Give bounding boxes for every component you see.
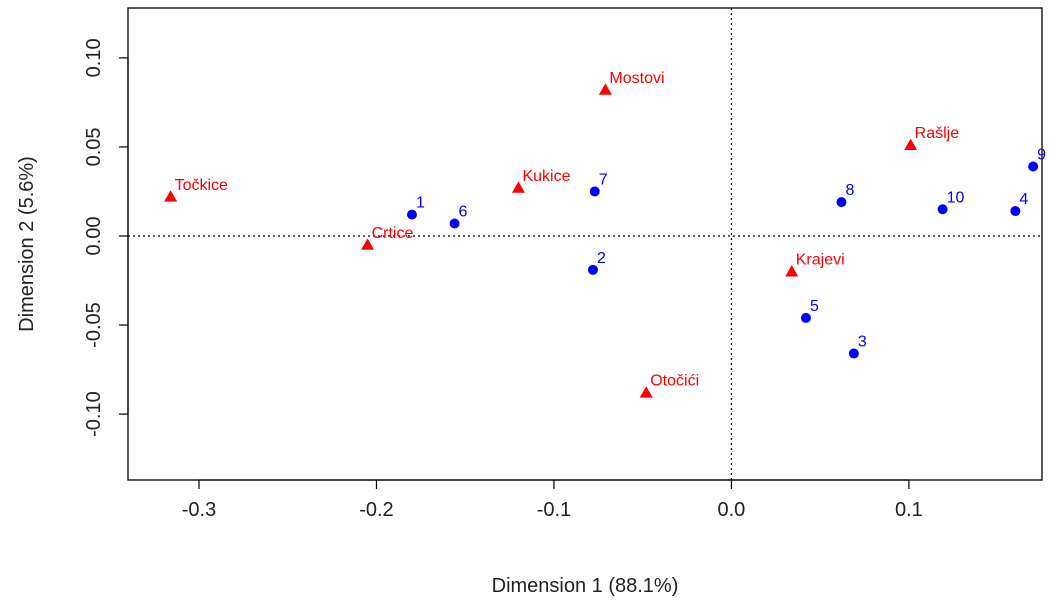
triangle-point xyxy=(511,181,525,193)
point-label: 2 xyxy=(597,250,606,267)
triangle-point xyxy=(904,138,918,151)
y-axis-label: Dimension 2 (5.6%) xyxy=(16,156,38,332)
x-tick-label: -0.2 xyxy=(359,499,393,521)
point-label: 7 xyxy=(599,171,608,188)
circle-point xyxy=(589,186,600,197)
point-label: 6 xyxy=(459,204,468,221)
x-tick-label: 0.0 xyxy=(718,499,746,521)
y-tick-label: 0.10 xyxy=(83,38,105,77)
circle-point xyxy=(1028,161,1039,172)
point-label: Kukice xyxy=(522,168,570,185)
triangle-point xyxy=(785,265,799,277)
point-label: 5 xyxy=(810,298,819,315)
circle-point xyxy=(1010,206,1021,217)
circle-point xyxy=(449,218,460,229)
y-tick-label: -0.05 xyxy=(83,302,105,348)
point-label: 8 xyxy=(845,182,854,199)
x-tick-label: -0.3 xyxy=(182,499,216,521)
circle-point xyxy=(848,348,859,359)
point-label: Otočići xyxy=(650,373,699,390)
y-tick-label: 0.00 xyxy=(83,217,105,256)
triangle-point xyxy=(361,238,375,250)
triangle-point xyxy=(164,190,178,202)
point-label: 1 xyxy=(416,195,425,212)
point-label: Rašlje xyxy=(915,125,960,142)
reference-lines xyxy=(128,8,1042,480)
circle-point xyxy=(937,204,948,215)
x-tick-label: 0.1 xyxy=(895,499,923,521)
y-axis: -0.10 -0.05 0.00 0.05 0.10 xyxy=(83,38,129,437)
x-axis: -0.3 -0.2 -0.1 0.0 0.1 xyxy=(182,479,923,521)
triangle-point xyxy=(639,386,653,398)
point-label: Mostovi xyxy=(609,70,664,87)
data-points: Točkice Crtice Kukice Mostovi Otočići Krajevi… xyxy=(164,70,1046,398)
point-label: 10 xyxy=(947,189,965,206)
point-label: Krajevi xyxy=(796,252,845,269)
circle-point xyxy=(587,264,598,275)
y-tick-label: 0.05 xyxy=(83,127,105,166)
circle-point xyxy=(800,312,811,323)
y-tick-label: -0.10 xyxy=(83,391,105,437)
point-label: 4 xyxy=(1019,191,1028,208)
triangle-point xyxy=(598,83,612,95)
circle-point xyxy=(406,209,417,220)
point-label: Točkice xyxy=(175,177,228,194)
point-label: Crtice xyxy=(372,225,414,242)
x-axis-label: Dimension 1 (88.1%) xyxy=(492,575,679,597)
plot-frame xyxy=(127,7,1043,481)
point-label: 9 xyxy=(1037,147,1046,164)
point-label: 3 xyxy=(858,334,867,351)
circle-point xyxy=(836,197,847,208)
x-tick-label: -0.1 xyxy=(537,499,571,521)
